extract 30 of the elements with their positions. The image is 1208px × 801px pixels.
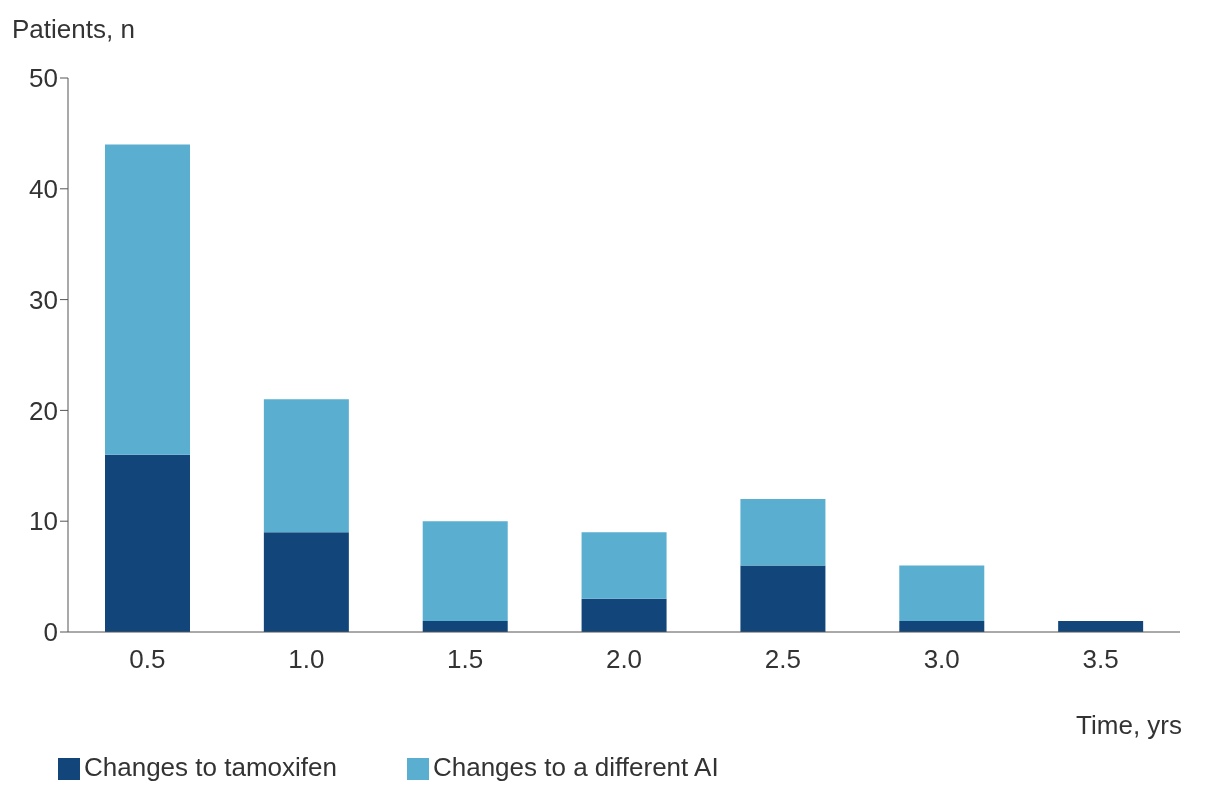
bar xyxy=(581,532,667,599)
bar xyxy=(1058,620,1144,632)
bar xyxy=(740,499,826,566)
x-tick-label: 1.5 xyxy=(447,644,484,675)
bar xyxy=(263,532,349,632)
legend-label: Changes to tamoxifen xyxy=(84,752,337,782)
bar xyxy=(422,620,508,632)
bar xyxy=(899,565,985,621)
x-axis-title: Time, yrs xyxy=(1076,710,1182,741)
y-tick-label: 0 xyxy=(43,617,58,648)
x-tick-label: 1.0 xyxy=(288,644,325,675)
y-tick-label: 40 xyxy=(29,174,58,205)
bar xyxy=(263,399,349,533)
bar xyxy=(422,521,508,621)
legend-label: Changes to a different AI xyxy=(432,752,719,782)
y-tick-label: 50 xyxy=(29,63,58,94)
y-tick-label: 30 xyxy=(29,284,58,315)
x-tick-label: 2.5 xyxy=(764,644,801,675)
bar xyxy=(105,454,190,632)
y-axis-title: Patients, n xyxy=(12,14,135,45)
bar xyxy=(105,144,190,455)
x-tick-label: 0.5 xyxy=(129,644,166,675)
bar xyxy=(740,565,826,632)
x-tick-label: 2.0 xyxy=(605,644,643,675)
bar xyxy=(899,620,985,632)
x-tick-label: 3.0 xyxy=(923,644,960,675)
y-tick-label: 10 xyxy=(29,506,58,537)
x-tick-label: 3.5 xyxy=(1082,644,1119,675)
bar xyxy=(581,598,667,632)
y-tick-label: 20 xyxy=(29,395,58,426)
